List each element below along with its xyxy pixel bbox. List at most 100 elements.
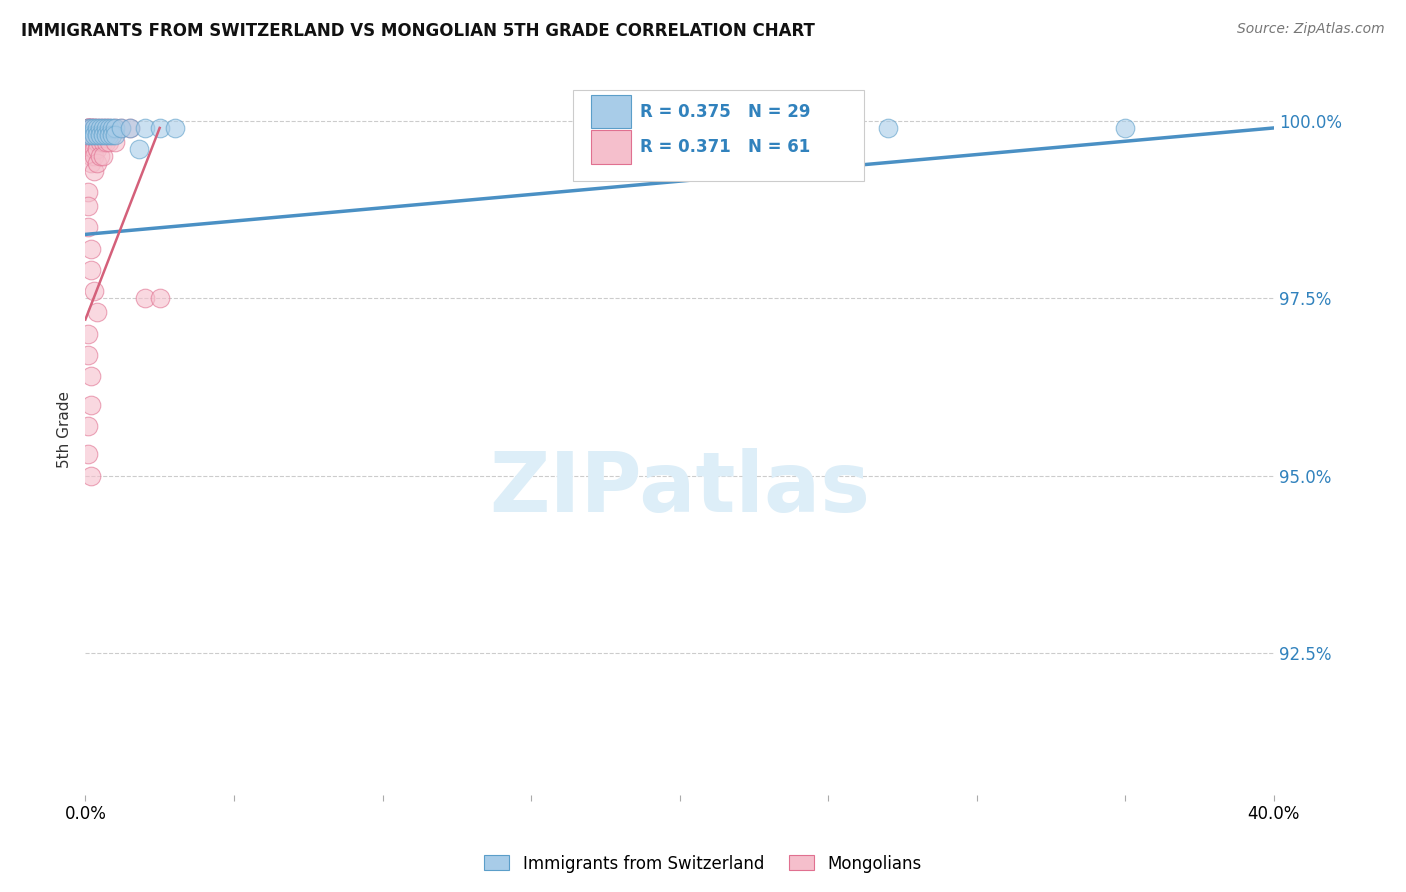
Point xyxy=(83,120,105,135)
Point xyxy=(80,156,103,170)
Point xyxy=(80,128,103,142)
Point xyxy=(80,120,103,135)
Point xyxy=(80,369,103,384)
Point xyxy=(80,120,103,135)
Point xyxy=(77,120,100,135)
Point xyxy=(80,398,103,412)
Point xyxy=(96,135,118,149)
Point xyxy=(98,135,121,149)
Point xyxy=(1114,120,1136,135)
Point xyxy=(101,128,124,142)
Point xyxy=(91,149,114,163)
Point xyxy=(128,142,150,156)
Point xyxy=(118,120,141,135)
Point xyxy=(86,120,108,135)
Point xyxy=(104,128,127,142)
Point xyxy=(80,242,103,256)
Point xyxy=(98,128,121,142)
Point xyxy=(876,120,898,135)
Point xyxy=(134,120,156,135)
FancyBboxPatch shape xyxy=(572,89,863,181)
Point xyxy=(77,128,100,142)
Point xyxy=(80,135,103,149)
Point xyxy=(149,120,172,135)
Point xyxy=(86,305,108,319)
Point xyxy=(110,120,132,135)
Point xyxy=(98,120,121,135)
Point xyxy=(83,142,105,156)
Point xyxy=(77,185,100,199)
Point xyxy=(80,468,103,483)
Point xyxy=(609,120,631,135)
Text: IMMIGRANTS FROM SWITZERLAND VS MONGOLIAN 5TH GRADE CORRELATION CHART: IMMIGRANTS FROM SWITZERLAND VS MONGOLIAN… xyxy=(21,22,815,40)
Point xyxy=(77,447,100,461)
Point xyxy=(77,326,100,341)
Point xyxy=(77,199,100,213)
Point xyxy=(86,120,108,135)
Point xyxy=(83,128,105,142)
Point xyxy=(104,120,127,135)
FancyBboxPatch shape xyxy=(591,130,631,164)
Point xyxy=(101,120,124,135)
Point xyxy=(91,120,114,135)
Point xyxy=(86,128,108,142)
Text: R = 0.375   N = 29: R = 0.375 N = 29 xyxy=(640,103,811,120)
Point xyxy=(80,120,103,135)
Point xyxy=(89,120,111,135)
Point xyxy=(86,156,108,170)
Point xyxy=(96,120,118,135)
Point xyxy=(77,419,100,434)
Point xyxy=(77,128,100,142)
Text: ZIPatlas: ZIPatlas xyxy=(489,448,870,529)
Point xyxy=(89,135,111,149)
Point xyxy=(83,120,105,135)
Point xyxy=(80,142,103,156)
Point xyxy=(91,135,114,149)
Text: Source: ZipAtlas.com: Source: ZipAtlas.com xyxy=(1237,22,1385,37)
Point xyxy=(110,120,132,135)
Point xyxy=(83,120,105,135)
Point xyxy=(80,128,103,142)
Point xyxy=(83,135,105,149)
Point xyxy=(83,163,105,178)
Point xyxy=(89,128,111,142)
Point xyxy=(77,120,100,135)
Point xyxy=(96,128,118,142)
Point xyxy=(80,263,103,277)
Point xyxy=(80,149,103,163)
Point xyxy=(86,142,108,156)
Y-axis label: 5th Grade: 5th Grade xyxy=(58,391,72,468)
Point xyxy=(104,120,127,135)
FancyBboxPatch shape xyxy=(591,95,631,128)
Point xyxy=(77,128,100,142)
Point xyxy=(86,135,108,149)
Point xyxy=(89,120,111,135)
Text: R = 0.371   N = 61: R = 0.371 N = 61 xyxy=(640,138,811,156)
Point xyxy=(98,120,121,135)
Point xyxy=(77,142,100,156)
Point xyxy=(96,120,118,135)
Point xyxy=(77,120,100,135)
Point xyxy=(91,128,114,142)
Point xyxy=(77,128,100,142)
Point xyxy=(77,120,100,135)
Point xyxy=(80,120,103,135)
Point xyxy=(134,291,156,305)
Point xyxy=(77,135,100,149)
Point xyxy=(83,128,105,142)
Point xyxy=(149,291,172,305)
Point xyxy=(86,128,108,142)
Point xyxy=(77,348,100,362)
Point xyxy=(118,120,141,135)
Point xyxy=(163,120,186,135)
Point xyxy=(91,120,114,135)
Point xyxy=(83,149,105,163)
Point xyxy=(77,135,100,149)
Point xyxy=(83,284,105,298)
Point xyxy=(77,220,100,235)
Point xyxy=(104,135,127,149)
Point xyxy=(89,149,111,163)
Point xyxy=(77,120,100,135)
Legend: Immigrants from Switzerland, Mongolians: Immigrants from Switzerland, Mongolians xyxy=(478,848,928,880)
Point xyxy=(80,128,103,142)
